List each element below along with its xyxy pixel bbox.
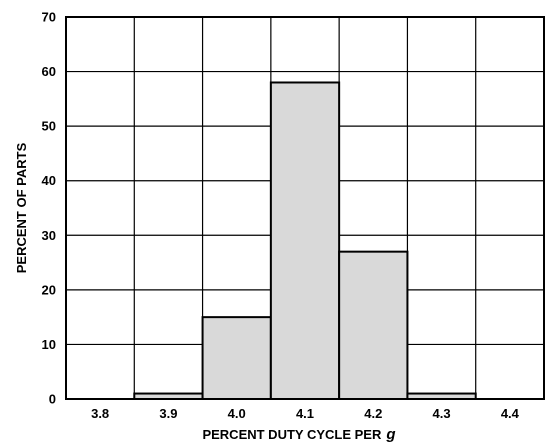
x-tick-labels: 3.8 3.9 4.0 4.1 4.2 4.3 4.4	[91, 406, 520, 421]
plot-frame	[65, 16, 545, 400]
bar-4.0	[201, 316, 272, 400]
y-axis-title: PERCENT OF PARTS	[14, 142, 29, 273]
y-tick-label: 10	[42, 337, 56, 352]
y-tick-label: 60	[42, 64, 56, 79]
bar-4.2	[338, 250, 409, 400]
x-tick-label: 4.1	[296, 406, 314, 421]
x-tick-label: 3.8	[91, 406, 109, 421]
y-tick-label: 70	[42, 10, 56, 25]
x-tick-label: 3.9	[159, 406, 177, 421]
x-tick-label: 4.2	[364, 406, 382, 421]
y-tick-label: 30	[42, 228, 56, 243]
bar-4.1	[269, 81, 341, 400]
x-axis-title: PERCENT DUTY CYCLE PER g	[202, 426, 395, 443]
x-tick-label: 4.0	[228, 406, 246, 421]
x-axis-title-unit: g	[385, 426, 395, 443]
x-axis-title-text: PERCENT DUTY CYCLE PER	[202, 427, 382, 442]
y-tick-label: 20	[42, 282, 56, 297]
y-tick-label: 40	[42, 173, 56, 188]
x-tick-label: 4.3	[433, 406, 451, 421]
y-tick-label: 50	[42, 119, 56, 134]
x-tick-label: 4.4	[501, 406, 520, 421]
y-tick-labels: 0 10 20 30 40 50 60 70	[42, 10, 56, 407]
bars	[133, 81, 477, 400]
y-tick-label: 0	[49, 392, 56, 407]
